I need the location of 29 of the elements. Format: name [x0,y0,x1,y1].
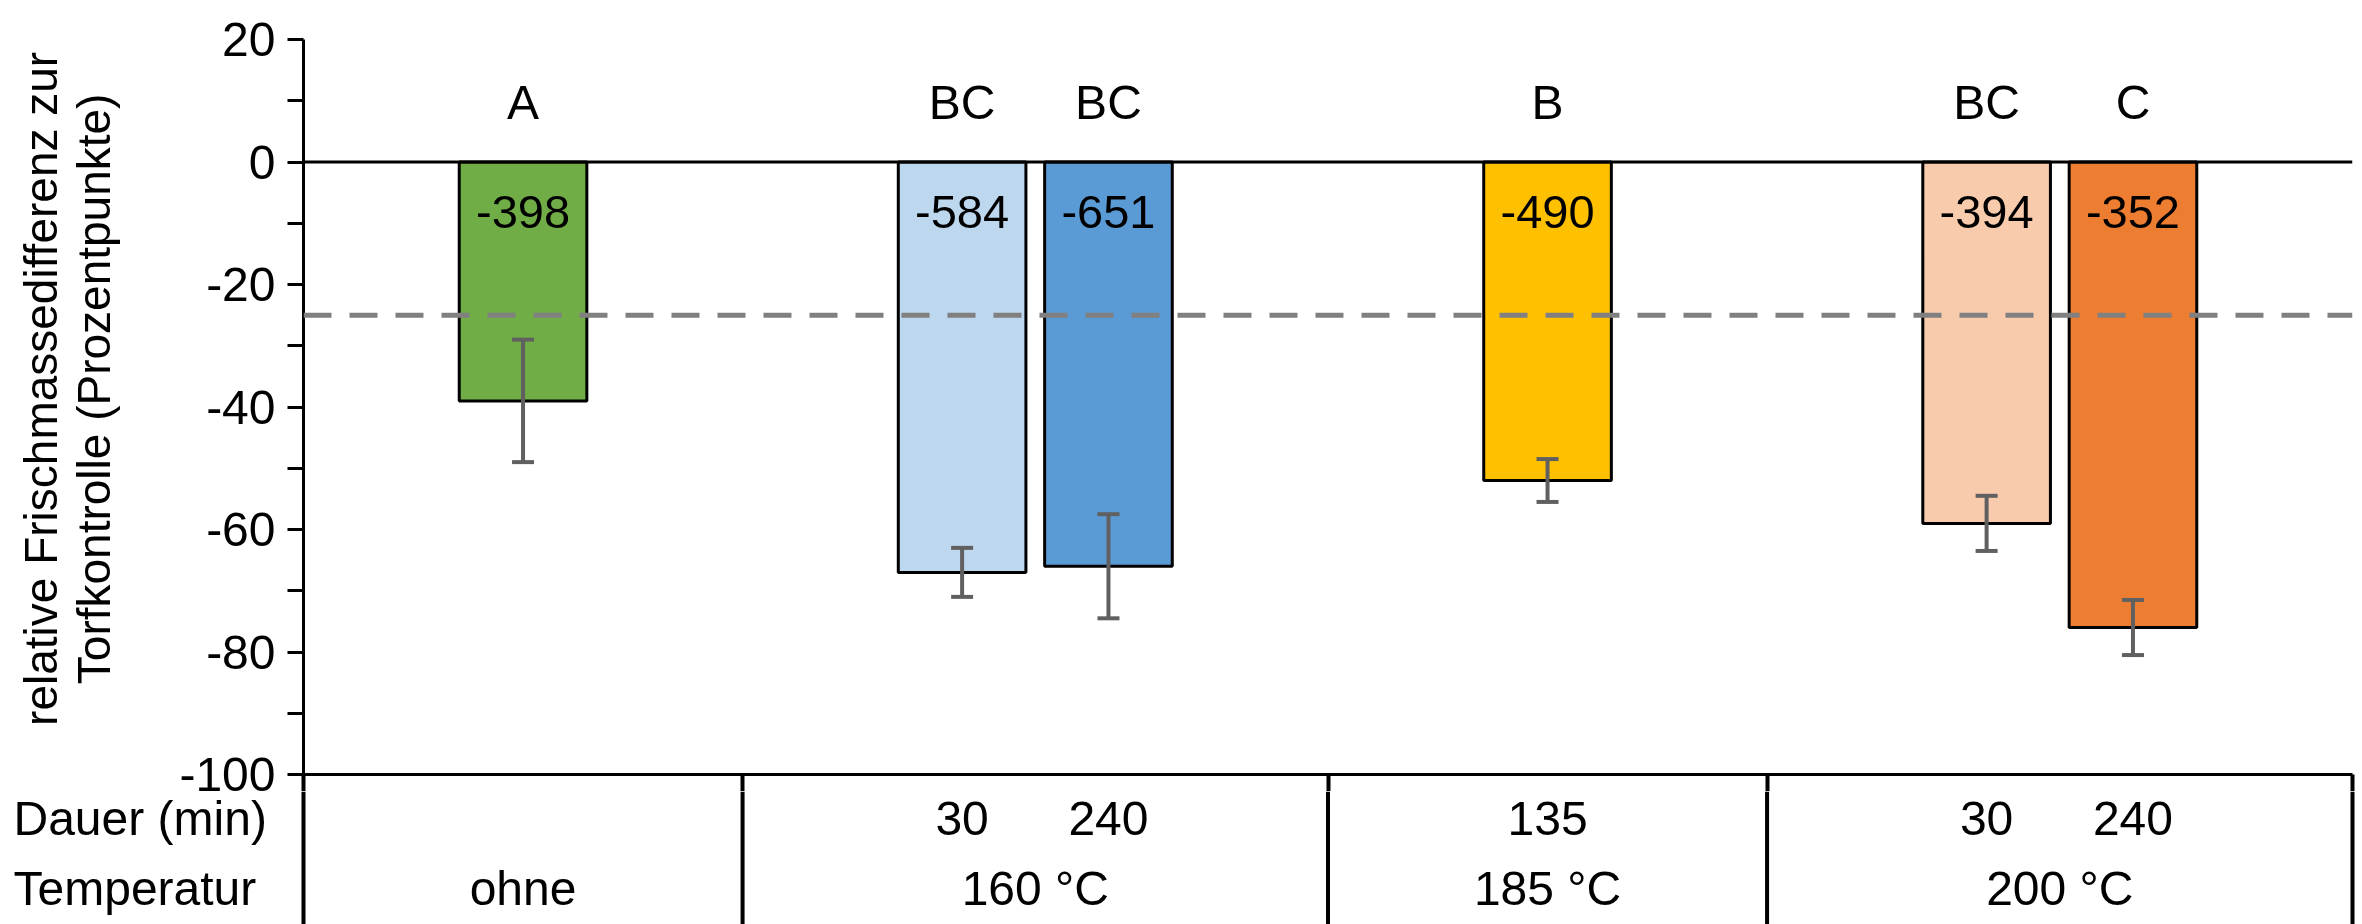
x-tick-label: 240 [1068,792,1149,845]
annotation: C [2115,76,2151,129]
annotation: A [507,76,540,129]
annotation: -394 [1939,185,2034,238]
annotation: -352 [2085,185,2181,238]
annotation: B [1531,76,1564,129]
x-tick-label: 240 [2092,792,2174,845]
y-tick-label: -40 [206,380,276,434]
y-tick-label: -60 [206,503,276,556]
y-tick-label: 20 [222,13,276,66]
text: ohne [469,862,577,915]
text: Temperatur [13,862,257,915]
y-axis-title: relative Frischmassedifferenz zur Torfkontrolle (Prozentpunkte) [14,51,120,726]
annotation: -490 [1500,185,1595,238]
text: 160 °C [961,862,1109,915]
text: 185 °C [1473,862,1622,915]
annotation: BC [928,76,996,129]
x-tick-label: 30 [935,792,989,845]
x-tick-label: 135 [1507,792,1588,845]
text: 200 °C [1986,862,2134,915]
x-tick-label: 30 [1959,792,2014,845]
y-tick-label: 0 [248,135,276,189]
annotation: BC [1953,76,2020,129]
annotation: -584 [915,185,1010,238]
y-tick-label: -20 [206,258,276,311]
annotation: -651 [1061,185,1156,238]
y-tick-label: -80 [206,625,276,679]
annotation: BC [1075,76,1142,129]
annotation: -398 [476,185,571,238]
